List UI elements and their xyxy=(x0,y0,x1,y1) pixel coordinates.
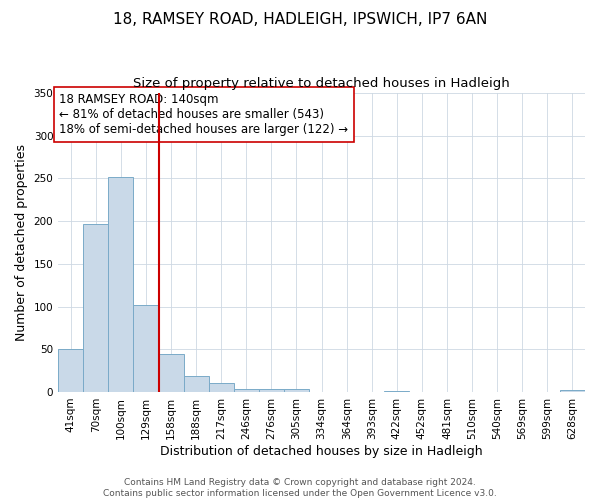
Bar xyxy=(158,354,184,392)
Bar xyxy=(58,350,83,392)
Bar xyxy=(109,176,133,392)
Bar xyxy=(385,391,409,392)
Bar xyxy=(83,224,109,392)
Text: Contains HM Land Registry data © Crown copyright and database right 2024.
Contai: Contains HM Land Registry data © Crown c… xyxy=(103,478,497,498)
Text: 18 RAMSEY ROAD: 140sqm
← 81% of detached houses are smaller (543)
18% of semi-de: 18 RAMSEY ROAD: 140sqm ← 81% of detached… xyxy=(59,93,349,136)
Bar xyxy=(560,390,585,392)
Y-axis label: Number of detached properties: Number of detached properties xyxy=(15,144,28,341)
Bar xyxy=(133,305,158,392)
Bar xyxy=(234,388,259,392)
Title: Size of property relative to detached houses in Hadleigh: Size of property relative to detached ho… xyxy=(133,78,510,90)
Bar xyxy=(209,384,234,392)
Bar xyxy=(184,376,209,392)
Bar xyxy=(284,390,309,392)
X-axis label: Distribution of detached houses by size in Hadleigh: Distribution of detached houses by size … xyxy=(160,444,483,458)
Text: 18, RAMSEY ROAD, HADLEIGH, IPSWICH, IP7 6AN: 18, RAMSEY ROAD, HADLEIGH, IPSWICH, IP7 … xyxy=(113,12,487,28)
Bar xyxy=(259,390,284,392)
